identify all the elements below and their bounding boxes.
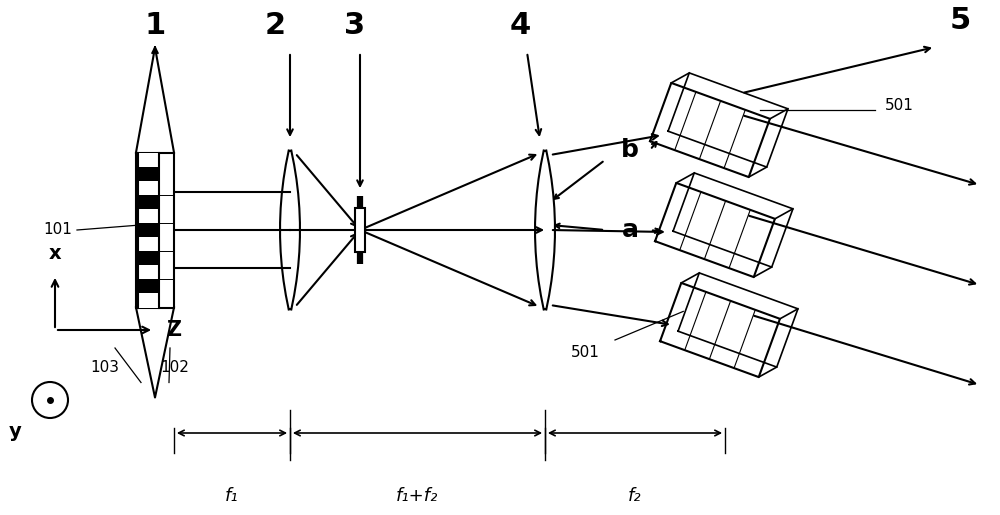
Bar	[138, 279, 159, 294]
Bar	[136, 152, 174, 307]
Text: 102: 102	[161, 360, 189, 375]
Bar	[138, 251, 159, 265]
Bar	[138, 195, 159, 209]
Text: 1: 1	[144, 11, 166, 40]
Text: 101: 101	[43, 222, 72, 237]
Text: x: x	[49, 244, 61, 263]
Bar	[138, 152, 159, 307]
Text: b: b	[621, 138, 639, 162]
Text: f₁: f₁	[225, 487, 239, 505]
Text: f₂: f₂	[628, 487, 642, 505]
Text: 3: 3	[344, 11, 366, 40]
Text: f₁+f₂: f₁+f₂	[396, 487, 438, 505]
Bar	[355, 208, 365, 252]
Text: 5: 5	[949, 6, 971, 35]
Text: 4: 4	[509, 11, 531, 40]
Text: 2: 2	[264, 11, 286, 40]
Text: a: a	[622, 218, 639, 242]
Text: 103: 103	[90, 360, 120, 375]
Bar	[138, 223, 159, 237]
Text: 501: 501	[885, 97, 914, 112]
Text: 501: 501	[571, 345, 599, 360]
Bar	[138, 166, 159, 181]
Text: Z: Z	[166, 320, 181, 340]
Text: y: y	[9, 422, 21, 441]
